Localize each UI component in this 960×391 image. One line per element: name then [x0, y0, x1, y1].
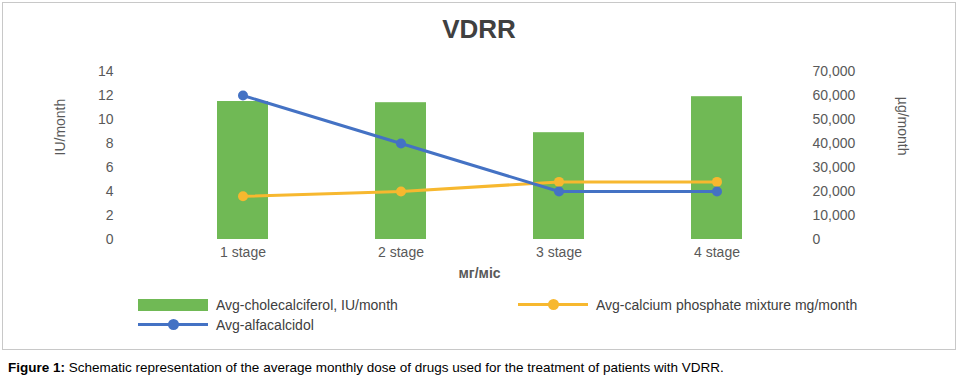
svg-text:2: 2: [106, 207, 114, 223]
svg-text:4 stage: 4 stage: [694, 244, 740, 260]
svg-text:0: 0: [106, 231, 114, 247]
html-text:Avg-calcium phosphate mixture: Avg-calcium phosphate mixture mg/month: [596, 297, 858, 313]
svg-text:12: 12: [98, 87, 114, 103]
svg-text:60,000: 60,000: [813, 87, 856, 103]
svg-text:мг/міс: мг/міс: [458, 265, 500, 281]
svg-text:1 stage: 1 stage: [220, 244, 266, 260]
svg-text:10: 10: [98, 111, 114, 127]
svg-text:30,000: 30,000: [813, 159, 856, 175]
svg-text:70,000: 70,000: [813, 63, 856, 79]
svg-text:8: 8: [106, 135, 114, 151]
svg-text:3 stage: 3 stage: [536, 244, 582, 260]
svg-text:µg/month: µg/month: [895, 97, 911, 156]
html-text:Figure 1: Schematic representa: Figure 1: Schematic representation of th…: [8, 360, 724, 375]
svg-text:10,000: 10,000: [813, 207, 856, 223]
svg-text:14: 14: [98, 63, 114, 79]
html-text:VDRR: VDRR: [442, 14, 516, 44]
svg-text:50,000: 50,000: [813, 111, 856, 127]
svg-text:6: 6: [106, 159, 114, 175]
html-text:Avg-cholecalciferol, IU/month: Avg-cholecalciferol, IU/month: [216, 297, 398, 313]
html-text:Avg-alfacalcidol: Avg-alfacalcidol: [216, 317, 314, 333]
svg-text:2 stage: 2 stage: [378, 244, 424, 260]
svg-text:0: 0: [813, 231, 821, 247]
svg-text:20,000: 20,000: [813, 183, 856, 199]
svg-text:40,000: 40,000: [813, 135, 856, 151]
svg-text:4: 4: [106, 183, 114, 199]
svg-text:IU/month: IU/month: [52, 99, 68, 156]
